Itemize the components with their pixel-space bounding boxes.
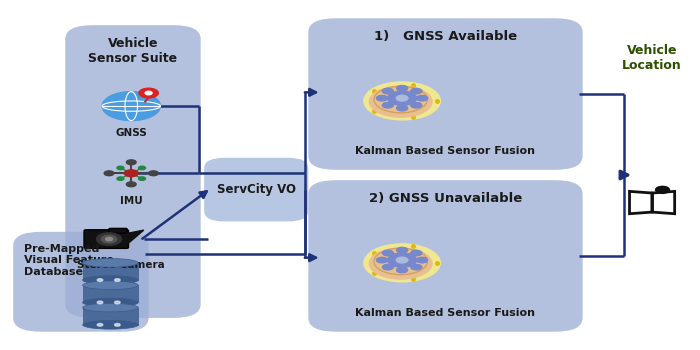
FancyBboxPatch shape (65, 25, 201, 318)
Circle shape (382, 103, 393, 108)
Ellipse shape (83, 276, 138, 284)
Circle shape (127, 160, 136, 164)
Circle shape (370, 248, 432, 279)
Circle shape (139, 177, 146, 180)
Ellipse shape (83, 303, 138, 312)
Ellipse shape (83, 281, 138, 289)
Circle shape (97, 323, 103, 326)
Circle shape (396, 85, 407, 91)
Bar (83, 263, 138, 280)
Text: ServCity VO: ServCity VO (217, 183, 295, 196)
Circle shape (139, 166, 146, 170)
Text: Kalman Based Sensor Fusion: Kalman Based Sensor Fusion (356, 308, 536, 318)
Circle shape (382, 89, 393, 94)
Circle shape (370, 86, 432, 117)
Circle shape (115, 323, 120, 326)
Text: Vehicle
Sensor Suite: Vehicle Sensor Suite (88, 37, 178, 65)
Circle shape (97, 301, 103, 304)
Text: 2) GNSS Unavailable: 2) GNSS Unavailable (369, 192, 522, 205)
Text: Kalman Based Sensor Fusion: Kalman Based Sensor Fusion (356, 146, 536, 156)
Text: IMU: IMU (120, 196, 143, 206)
Circle shape (102, 235, 117, 243)
FancyBboxPatch shape (204, 158, 308, 222)
Circle shape (411, 103, 422, 108)
Circle shape (125, 170, 138, 177)
Text: 1)   GNSS Available: 1) GNSS Available (374, 30, 517, 43)
Circle shape (396, 247, 407, 253)
Text: Vehicle
Location: Vehicle Location (622, 44, 682, 72)
Circle shape (117, 166, 124, 170)
Circle shape (104, 171, 114, 176)
Circle shape (117, 177, 124, 180)
FancyBboxPatch shape (13, 232, 148, 332)
Circle shape (139, 88, 158, 98)
Circle shape (382, 250, 393, 256)
Circle shape (115, 279, 120, 281)
Circle shape (411, 89, 422, 94)
Circle shape (396, 257, 408, 263)
FancyBboxPatch shape (109, 229, 127, 233)
Circle shape (411, 264, 422, 270)
Circle shape (148, 171, 158, 176)
Circle shape (396, 267, 407, 273)
Polygon shape (127, 230, 144, 245)
Text: GNSS: GNSS (116, 128, 147, 139)
Circle shape (106, 237, 113, 241)
Circle shape (388, 91, 416, 105)
Circle shape (102, 92, 160, 121)
Ellipse shape (83, 298, 138, 307)
Circle shape (145, 91, 152, 95)
FancyBboxPatch shape (84, 230, 129, 248)
Circle shape (377, 96, 388, 101)
FancyBboxPatch shape (308, 18, 582, 170)
FancyBboxPatch shape (308, 180, 582, 332)
Ellipse shape (83, 259, 138, 267)
Circle shape (382, 264, 393, 270)
Circle shape (115, 301, 120, 304)
Circle shape (377, 257, 388, 263)
Circle shape (656, 186, 669, 193)
Circle shape (97, 233, 122, 245)
Circle shape (411, 250, 422, 256)
Text: Pre-Mapped
Visual Feature
Database: Pre-Mapped Visual Feature Database (24, 244, 113, 277)
Circle shape (416, 96, 428, 101)
Circle shape (364, 82, 440, 120)
Circle shape (127, 182, 136, 187)
Circle shape (364, 244, 440, 282)
Text: Stereo Camera: Stereo Camera (77, 260, 164, 270)
Circle shape (416, 257, 428, 263)
Circle shape (396, 105, 407, 111)
Circle shape (388, 253, 416, 267)
Bar (83, 308, 138, 325)
Circle shape (396, 95, 408, 101)
Circle shape (97, 279, 103, 281)
Bar (83, 285, 138, 302)
Ellipse shape (83, 321, 138, 329)
